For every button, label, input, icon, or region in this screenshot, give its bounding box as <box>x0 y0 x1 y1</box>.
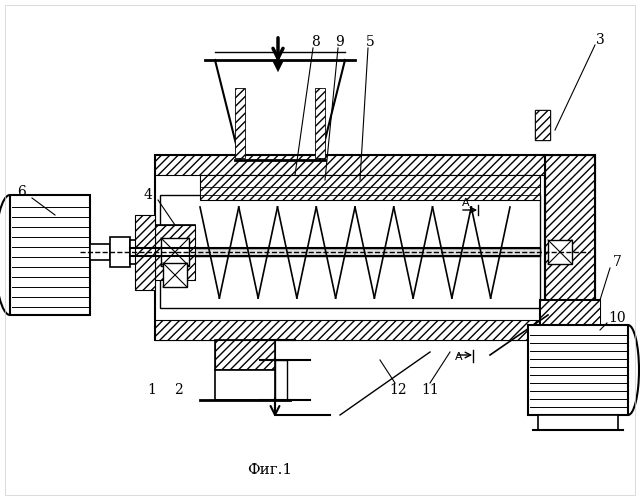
Bar <box>545 155 595 350</box>
Bar <box>130 248 540 256</box>
Text: 5: 5 <box>365 35 374 49</box>
Bar <box>163 263 187 287</box>
Bar <box>90 244 110 260</box>
Text: 2: 2 <box>173 383 182 397</box>
Text: 12: 12 <box>389 383 407 397</box>
Bar <box>155 320 545 340</box>
Bar <box>161 238 189 266</box>
Text: Фиг.1: Фиг.1 <box>248 463 292 477</box>
Text: 1: 1 <box>148 383 156 397</box>
Bar <box>200 187 540 195</box>
Bar <box>215 340 275 370</box>
Bar <box>235 88 245 158</box>
Text: 7: 7 <box>612 255 621 269</box>
Bar <box>155 155 545 175</box>
Bar <box>275 360 287 400</box>
Text: А: А <box>462 198 470 208</box>
Text: А: А <box>455 352 463 362</box>
Text: 3: 3 <box>596 33 604 47</box>
Bar <box>135 215 155 290</box>
Bar <box>528 325 628 415</box>
Text: 9: 9 <box>335 35 344 49</box>
Bar <box>10 195 90 315</box>
Bar <box>540 300 600 340</box>
Bar <box>200 175 540 200</box>
Bar <box>548 240 572 264</box>
Bar <box>155 225 195 280</box>
Bar <box>130 240 155 264</box>
Text: 4: 4 <box>143 188 152 202</box>
Bar <box>110 237 130 267</box>
Text: 6: 6 <box>18 185 26 199</box>
Bar <box>215 340 275 370</box>
Bar <box>538 415 618 430</box>
Bar <box>155 155 545 340</box>
Text: 8: 8 <box>310 35 319 49</box>
Bar <box>215 370 275 400</box>
Text: 11: 11 <box>421 383 439 397</box>
Bar <box>315 88 325 158</box>
Bar <box>545 155 595 350</box>
Bar <box>535 110 550 140</box>
Bar <box>160 195 540 308</box>
Bar <box>155 225 195 280</box>
Bar <box>535 110 550 140</box>
Text: 10: 10 <box>608 311 626 325</box>
Bar <box>540 300 600 340</box>
